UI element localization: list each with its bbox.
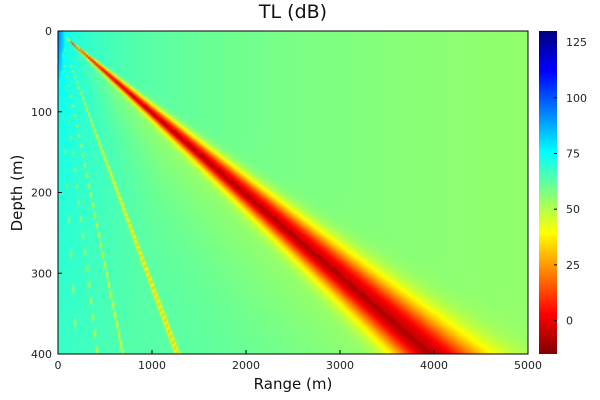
y-axis-label: Depth (m) [8, 155, 26, 232]
x-axis: 0 1000 2000 3000 4000 5000 [55, 350, 542, 372]
colorbar-tick-label: 50 [566, 203, 580, 216]
chart-title: TL (dB) [258, 1, 327, 23]
y-tick-label: 100 [31, 106, 52, 119]
colorbar: 0 25 50 75 100 125 [539, 31, 587, 354]
colorbar-tick-label: 75 [566, 148, 580, 161]
colorbar-ticks: 0 25 50 75 100 125 [554, 36, 587, 328]
colorbar-tick-label: 25 [566, 259, 580, 272]
x-tick-label: 4000 [420, 359, 448, 372]
y-tick-label: 200 [31, 187, 52, 200]
y-tick-label: 400 [31, 348, 52, 361]
y-tick-label: 300 [31, 267, 52, 280]
x-tick-label: 3000 [326, 359, 354, 372]
colorbar-tick-label: 0 [566, 315, 573, 328]
x-tick-label: 1000 [138, 359, 166, 372]
heatmap-image [58, 31, 528, 354]
plot-area [57, 30, 529, 355]
x-tick-label: 2000 [232, 359, 260, 372]
y-tick-label: 0 [45, 25, 52, 38]
colorbar-tick-label: 100 [566, 92, 587, 105]
colorbar-tick-label: 125 [566, 36, 587, 49]
y-axis: 0 100 200 300 400 [31, 25, 62, 361]
colorbar-scale [539, 31, 557, 354]
x-axis-label: Range (m) [254, 375, 333, 393]
x-tick-label: 5000 [514, 359, 542, 372]
x-tick-label: 0 [55, 359, 62, 372]
